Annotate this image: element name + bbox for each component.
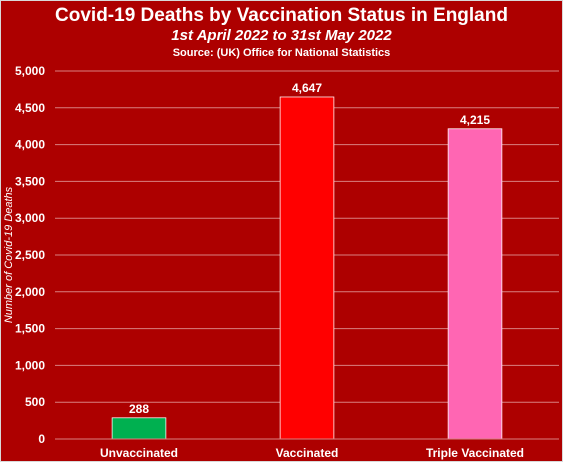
bar-triple-vaccinated bbox=[447, 128, 503, 440]
y-tick-label: 5,000 bbox=[15, 64, 45, 78]
y-tick-label: 1,500 bbox=[15, 322, 45, 336]
data-label: 4,215 bbox=[460, 113, 490, 127]
bar-vaccinated bbox=[279, 96, 335, 440]
chart-title: Covid-19 Deaths by Vaccination Status in… bbox=[55, 5, 508, 26]
x-category-label: Vaccinated bbox=[276, 446, 339, 460]
bar-unvaccinated bbox=[111, 417, 167, 440]
y-tick-label: 1,000 bbox=[15, 358, 45, 372]
y-tick-label: 3,500 bbox=[15, 174, 45, 188]
y-tick-label: 500 bbox=[25, 395, 45, 409]
x-category-label: Triple Vaccinated bbox=[426, 446, 524, 460]
y-axis-title: Number of Covid-19 Deaths bbox=[3, 186, 15, 323]
data-label: 4,647 bbox=[292, 81, 322, 95]
chart-subtitle: 1st April 2022 to 31st May 2022 bbox=[171, 27, 392, 44]
y-tick-label: 2,500 bbox=[15, 248, 45, 262]
y-tick-label: 0 bbox=[38, 432, 45, 446]
y-tick-label: 3,000 bbox=[15, 211, 45, 225]
y-tick-label: 2,000 bbox=[15, 285, 45, 299]
data-label: 288 bbox=[129, 402, 149, 416]
y-tick-label: 4,000 bbox=[15, 138, 45, 152]
x-category-label: Unvaccinated bbox=[100, 446, 178, 460]
y-tick-label: 4,500 bbox=[15, 101, 45, 115]
chart-source: Source: (UK) Office for National Statist… bbox=[172, 47, 391, 59]
